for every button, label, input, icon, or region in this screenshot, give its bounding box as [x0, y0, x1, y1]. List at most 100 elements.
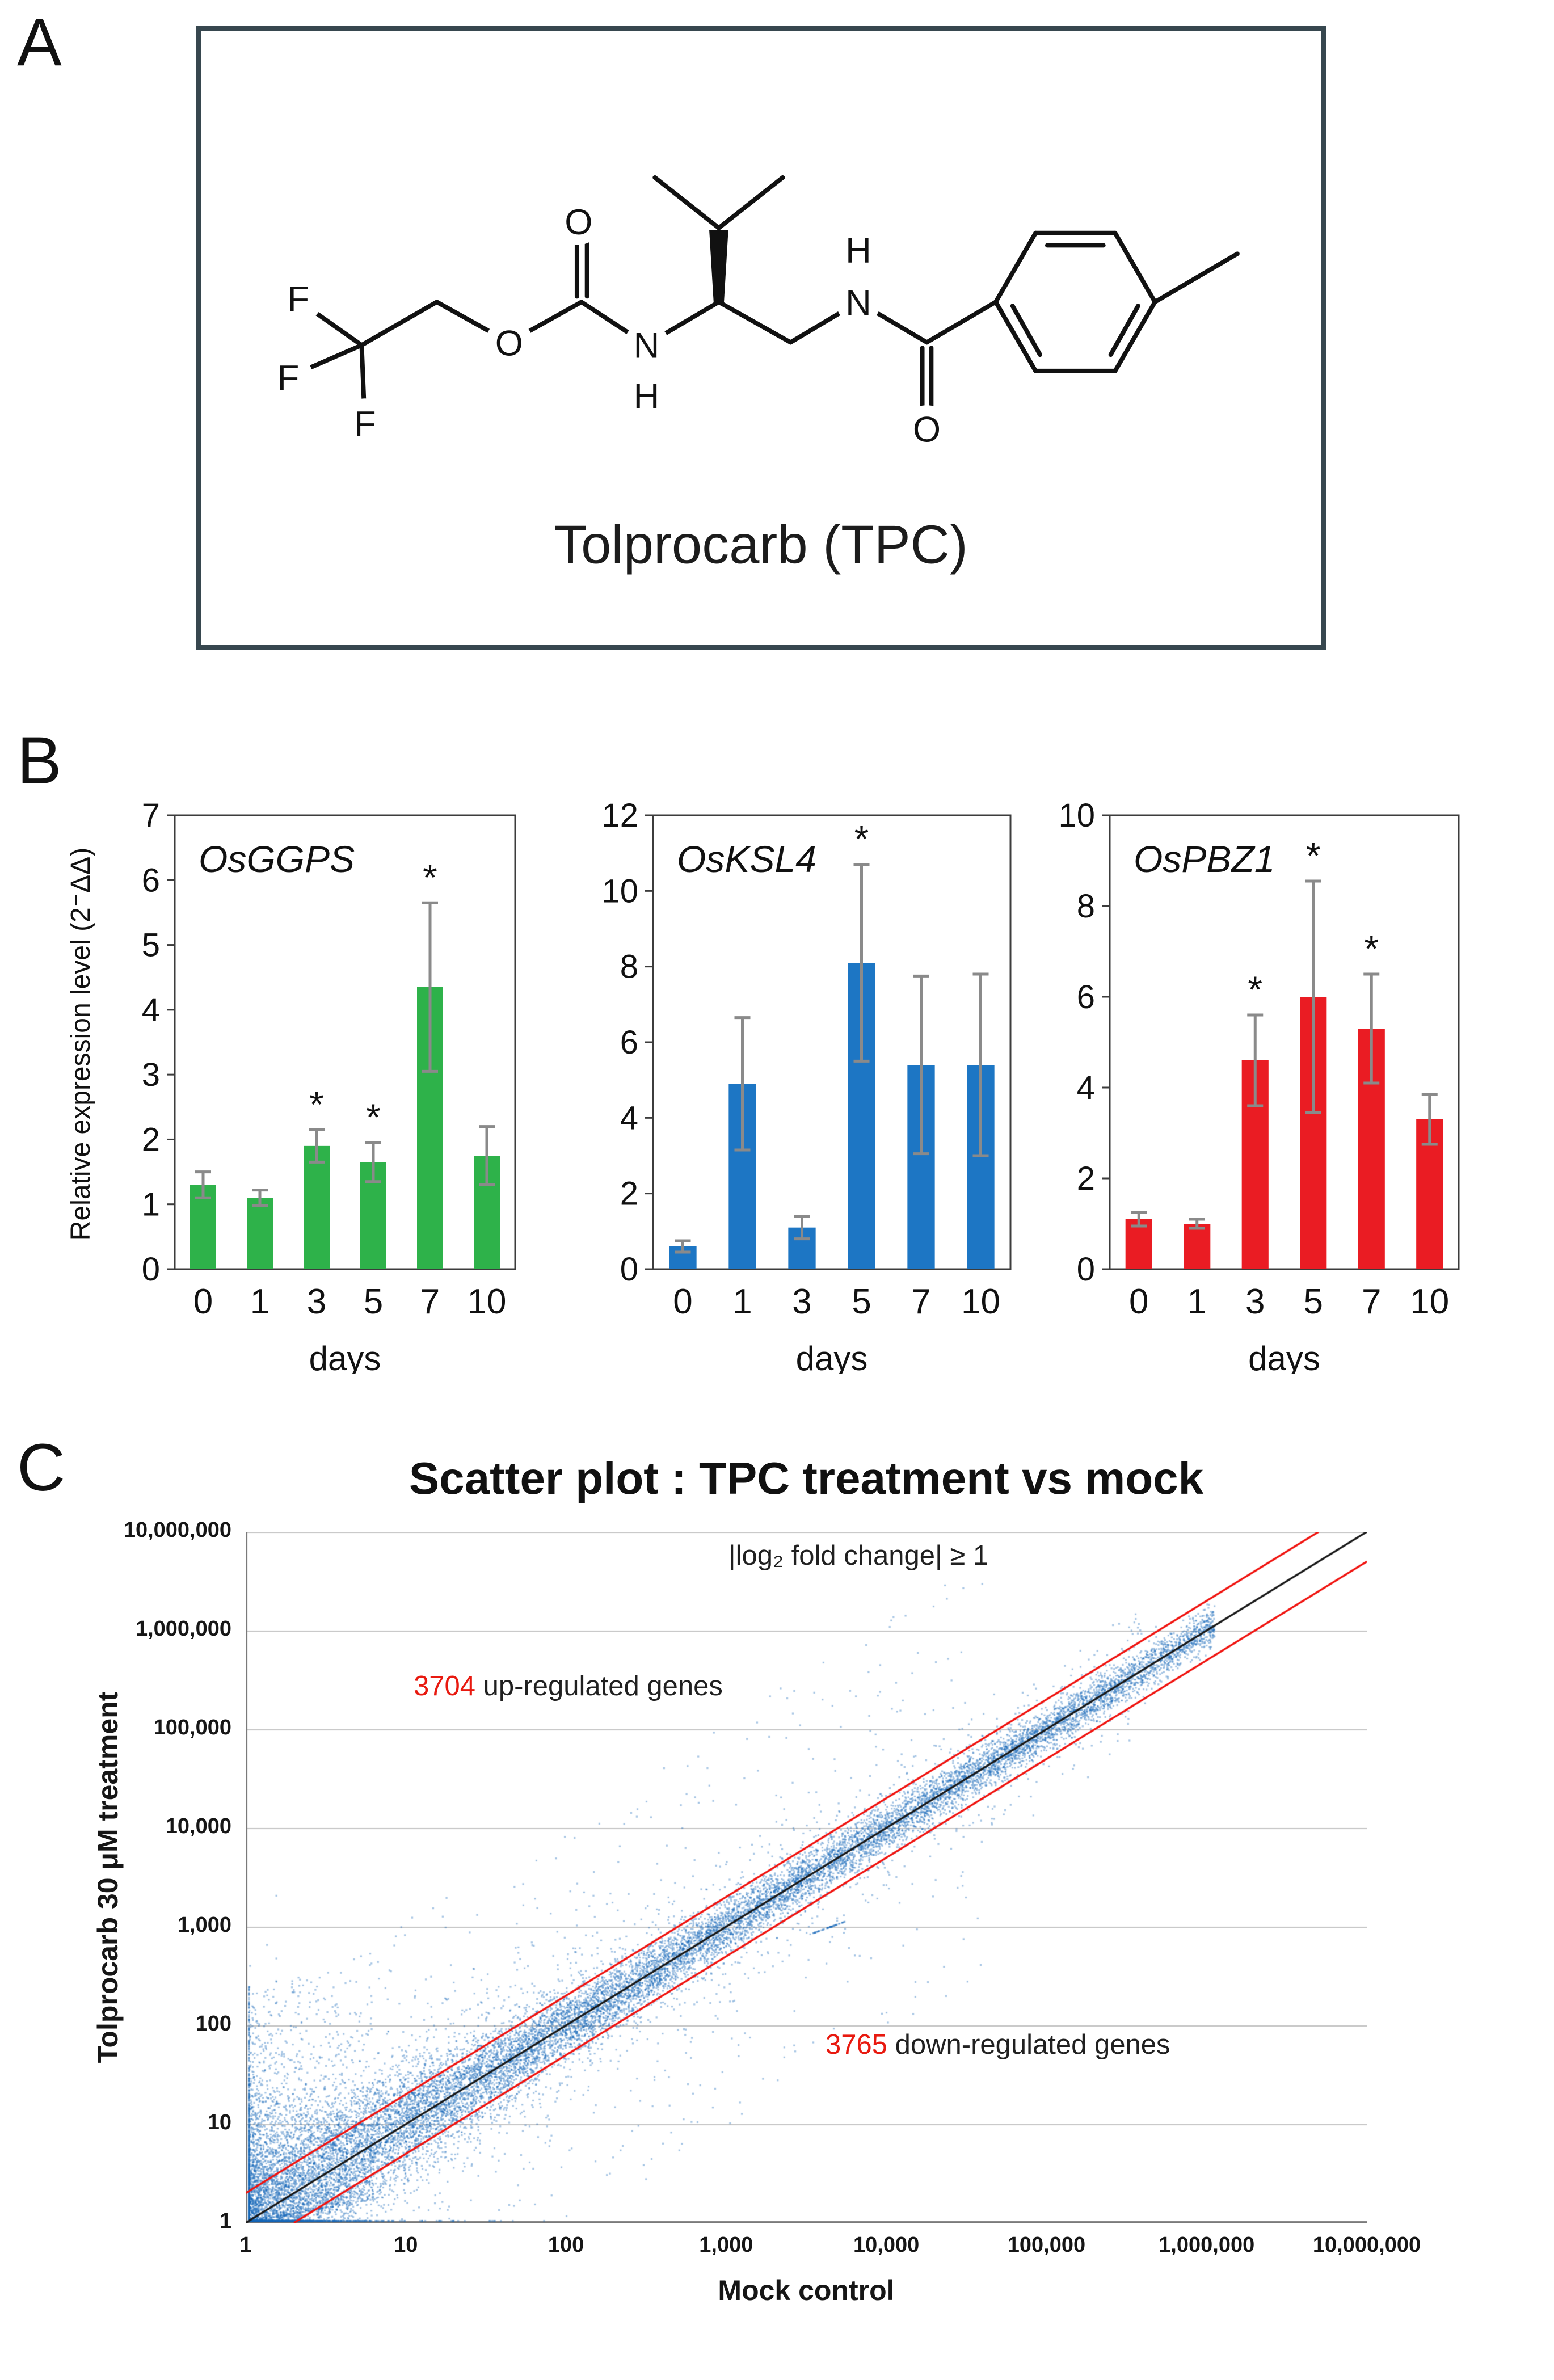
y-tick-label: 10	[601, 873, 638, 909]
panel-c-label: C	[17, 1430, 66, 1505]
significance-asterisk: *	[854, 818, 869, 860]
y-tick-label: 8	[620, 949, 638, 985]
x-tick-label: 7	[420, 1282, 440, 1321]
y-tick-label: 0	[620, 1251, 638, 1288]
scatter-x-tick-label: 10,000,000	[1312, 2233, 1421, 2257]
y-tick-label: 4	[620, 1100, 638, 1136]
compound-name: Tolprocarb (TPC)	[554, 515, 968, 575]
panel-a-label: A	[17, 5, 62, 80]
fluorine-atom-label: F	[277, 359, 300, 398]
y-tick-label: 1	[142, 1186, 160, 1223]
fold-change-annotation: |log₂ fold change| ≥ 1	[728, 1540, 989, 1571]
y-tick-label: 7	[142, 798, 160, 834]
x-tick-label: 5	[852, 1282, 871, 1321]
scatter-y-tick-label: 1,000	[177, 1913, 231, 1937]
y-tick-label: 2	[1077, 1160, 1095, 1197]
x-tick-label: 0	[1129, 1282, 1148, 1321]
scatter-x-tick-label: 10,000	[853, 2233, 920, 2257]
x-tick-label: 7	[1362, 1282, 1381, 1321]
x-tick-label: 1	[250, 1282, 269, 1321]
nitrogen-atom-label: N	[845, 283, 871, 323]
up-regulated-count: 3704	[414, 1671, 476, 1701]
scatter-x-axis-label: Mock control	[718, 2274, 895, 2306]
y-tick-label: 3	[142, 1056, 160, 1093]
scatter-y-tick-label: 10,000	[165, 1814, 231, 1838]
up-regulated-label: up-regulated genes	[475, 1671, 723, 1701]
x-tick-label: 5	[1304, 1282, 1323, 1321]
bar-chart-osksl4: 0 2 4 6 8 10 12 0 1 3 * 5 7 10 days OsKSL4	[601, 798, 1012, 1374]
x-axis-label: days	[309, 1339, 381, 1374]
y-tick-label: 2	[620, 1176, 638, 1212]
structure-box: F F F O O N H H N O Tolprocarb (TPC)	[196, 26, 1326, 650]
scatter-x-tick-label: 100,000	[1007, 2233, 1086, 2257]
scatter-points-canvas	[246, 1532, 1367, 2223]
bar	[304, 1145, 330, 1269]
scatter-x-tick-label: 10	[394, 2233, 418, 2257]
significance-asterisk: *	[1364, 928, 1379, 970]
scatter-y-axis-label: Tolprocarb 30 μM treatment	[92, 1691, 124, 2063]
scatter-x-tick-label: 1,000	[699, 2233, 753, 2257]
oxygen-atom-label: O	[495, 323, 523, 363]
hydrogen-atom-label: H	[845, 230, 871, 270]
bond-lines	[293, 175, 1240, 418]
x-axis-label: days	[1248, 1339, 1320, 1374]
y-tick-label: 4	[1077, 1069, 1095, 1106]
significance-asterisk: *	[309, 1083, 324, 1125]
y-tick-label: 0	[142, 1251, 160, 1288]
plot-frame	[174, 814, 516, 1270]
x-tick-label: 0	[193, 1282, 213, 1321]
bar	[247, 1198, 273, 1269]
stereo-wedge-bond	[709, 230, 728, 305]
x-tick-label: 10	[961, 1282, 1000, 1321]
scatter-y-tick-label: 100,000	[153, 1716, 231, 1739]
y-tick-label: 12	[601, 798, 638, 834]
up-regulated-annotation: 3704 up-regulated genes	[414, 1670, 723, 1702]
x-tick-label: 1	[1187, 1282, 1207, 1321]
down-regulated-count: 3765	[826, 2029, 888, 2060]
fluorine-atom-label: F	[354, 405, 376, 444]
atom-labels: F F F O O N H H N O	[263, 197, 950, 453]
y-tick-label: 2	[142, 1121, 160, 1158]
y-tick-label: 5	[142, 927, 160, 964]
scatter-y-tick-label: 1,000,000	[135, 1617, 231, 1641]
y-tick-label: 4	[142, 992, 160, 1029]
panel-b-label: B	[17, 723, 62, 798]
scatter-y-tick-label: 10	[207, 2111, 231, 2134]
x-tick-label: 0	[673, 1282, 692, 1321]
hydrogen-atom-label: H	[634, 376, 660, 416]
scatter-plot-area: |log₂ fold change| ≥ 1 3704 up-regulated…	[246, 1532, 1367, 2223]
scatter-plot-title: Scatter plot : TPC treatment vs mock	[408, 1453, 1204, 1503]
plot-frame	[1109, 814, 1460, 1270]
scatter-x-tick-label: 100	[548, 2233, 584, 2257]
y-tick-label: 0	[1077, 1251, 1095, 1288]
x-tick-label: 3	[792, 1282, 811, 1321]
nitrogen-atom-label: N	[634, 326, 660, 365]
chemical-structure: F F F O O N H H N O Tolprocarb (TPC)	[263, 175, 1240, 575]
significance-asterisk: *	[1306, 835, 1321, 877]
x-tick-label: 3	[307, 1282, 326, 1321]
scatter-x-tick-label: 1	[239, 2233, 252, 2257]
oxygen-atom-label: O	[565, 203, 592, 242]
y-tick-label: 6	[620, 1024, 638, 1061]
x-tick-label: 1	[732, 1282, 752, 1321]
bar	[1184, 1224, 1211, 1269]
plot-frame	[652, 814, 1012, 1270]
y-tick-label: 8	[1077, 888, 1095, 925]
down-regulated-annotation: 3765 down-regulated genes	[826, 2029, 1170, 2061]
scatter-y-tick-label: 1	[219, 2209, 231, 2233]
scatter-x-tick-label: 1,000,000	[1159, 2233, 1255, 2257]
gene-label: OsPBZ1	[1134, 838, 1275, 880]
bar	[1125, 1219, 1152, 1269]
oxygen-atom-label: O	[913, 410, 941, 450]
significance-asterisk: *	[423, 856, 437, 898]
x-axis-label: days	[796, 1339, 868, 1374]
fluorine-atom-label: F	[287, 279, 309, 319]
gene-label: OsGGPS	[199, 838, 355, 880]
x-tick-label: 10	[1410, 1282, 1449, 1321]
down-regulated-label: down-regulated genes	[887, 2029, 1170, 2060]
y-tick-label: 10	[1058, 798, 1095, 834]
x-tick-label: 3	[1245, 1282, 1265, 1321]
